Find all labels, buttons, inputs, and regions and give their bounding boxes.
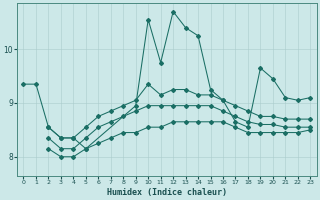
X-axis label: Humidex (Indice chaleur): Humidex (Indice chaleur) [107, 188, 227, 197]
